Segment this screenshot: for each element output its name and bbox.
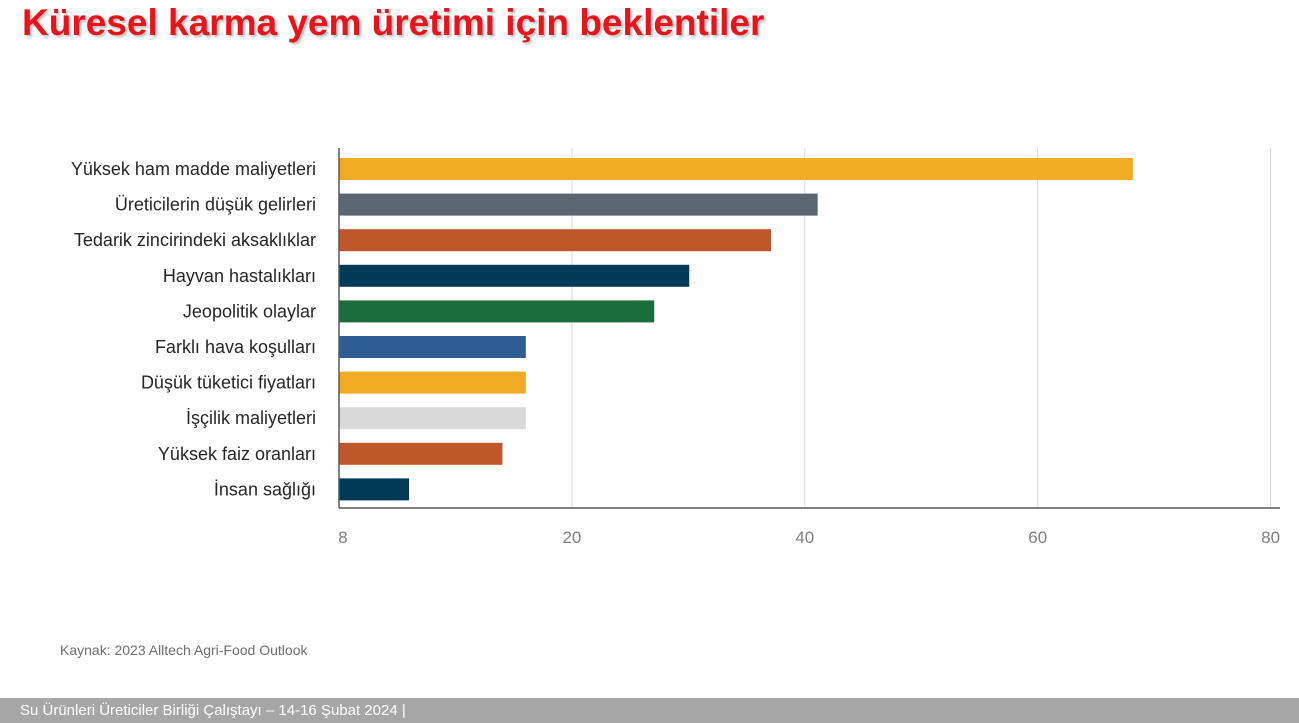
bar-chart: Yüksek ham madde maliyetleri Üreticilerin… bbox=[71, 148, 1280, 547]
bar bbox=[339, 158, 1133, 180]
category-label: Farklı hava koşulları bbox=[155, 337, 316, 357]
category-label: İnsan sağlığı bbox=[214, 479, 316, 499]
footer-text: Su Ürünleri Üreticiler Birliği Çalıştayı… bbox=[20, 702, 406, 719]
bar bbox=[339, 442, 503, 465]
x-tick-label: 8 bbox=[338, 528, 347, 547]
category-label: Yüksek faiz oranları bbox=[158, 444, 316, 464]
category-label: Tedarik zincirindeki aksaklıklar bbox=[74, 230, 316, 250]
x-tick-label: 20 bbox=[562, 528, 581, 547]
category-label: Hayvan hastalıkları bbox=[163, 266, 316, 286]
category-label: Jeopolitik olaylar bbox=[183, 301, 316, 321]
x-tick-label: 60 bbox=[1028, 528, 1047, 547]
bar bbox=[339, 300, 655, 323]
category-label: Üreticilerin düşük gelirleri bbox=[115, 195, 316, 215]
category-label: Yüksek ham madde maliyetleri bbox=[71, 159, 316, 179]
bar bbox=[339, 229, 771, 252]
bar bbox=[339, 478, 410, 501]
category-labels: Yüksek ham madde maliyetleri Üreticilerin… bbox=[71, 159, 316, 499]
x-tick-label: 80 bbox=[1261, 528, 1280, 547]
bar bbox=[339, 336, 526, 358]
category-label: Düşük tüketici fiyatları bbox=[141, 373, 316, 393]
slide-title: Küresel karma yem üretimi için beklentil… bbox=[22, 2, 765, 43]
source-note: Kaynak: 2023 Alltech Agri-Food Outlook bbox=[60, 642, 308, 658]
category-label: İşçilik maliyetleri bbox=[186, 408, 316, 428]
bar bbox=[339, 264, 690, 287]
x-axis-ticks: 8 20 40 60 80 bbox=[338, 528, 1280, 547]
x-tick-label: 40 bbox=[795, 528, 814, 547]
bar bbox=[339, 193, 818, 216]
bar bbox=[339, 407, 526, 430]
bar bbox=[339, 371, 526, 394]
bars bbox=[339, 158, 1133, 501]
footer-bar: Su Ürünleri Üreticiler Birliği Çalıştayı… bbox=[0, 698, 1299, 723]
